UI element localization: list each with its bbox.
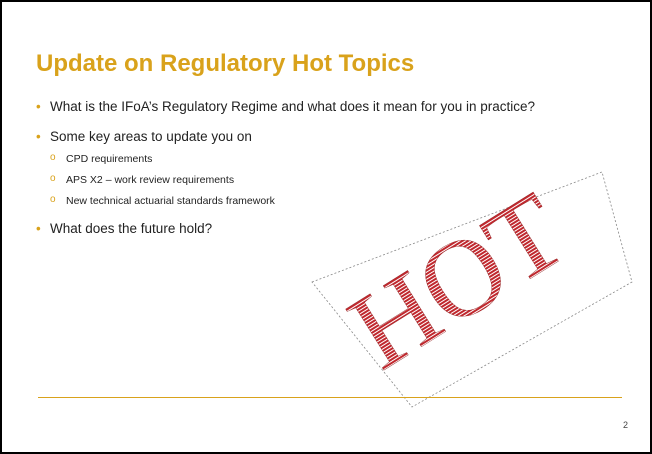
- page-number: 2: [623, 420, 628, 430]
- bullet: What is the IFoA’s Regulatory Regime and…: [36, 98, 590, 116]
- slide: Update on Regulatory Hot Topics What is …: [0, 0, 652, 454]
- bullet-text: Some key areas to update you on: [50, 129, 252, 144]
- hot-text: HOT: [329, 169, 585, 392]
- slide-title: Update on Regulatory Hot Topics: [36, 50, 414, 78]
- hot-graphic: HOT: [302, 162, 642, 412]
- bullet-text: What does the future hold?: [50, 221, 212, 236]
- footer-rule: [38, 397, 622, 398]
- bullet-text: What is the IFoA’s Regulatory Regime and…: [50, 99, 535, 114]
